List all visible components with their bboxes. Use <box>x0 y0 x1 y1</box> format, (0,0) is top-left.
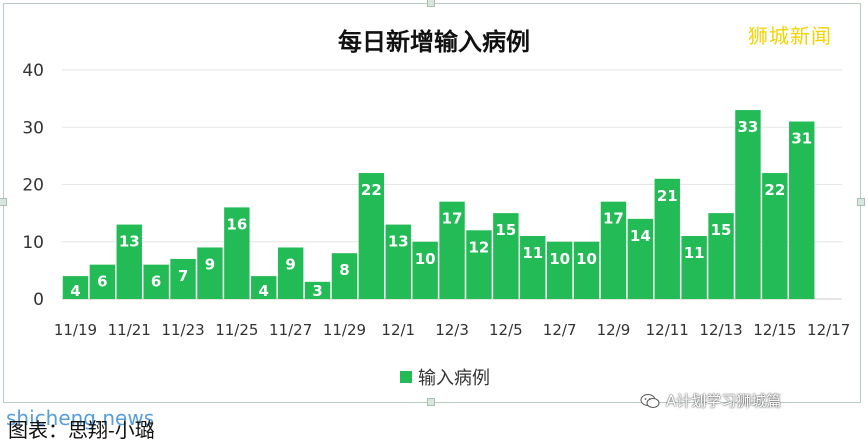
bar <box>681 236 707 299</box>
x-tick-label: 11/21 <box>108 321 151 339</box>
x-tick-label: 12/9 <box>597 321 631 339</box>
data-label: 22 <box>361 181 382 199</box>
bar <box>735 110 761 299</box>
legend-swatch <box>400 371 412 383</box>
x-tick-label: 12/11 <box>646 321 689 339</box>
x-tick-label: 11/25 <box>215 321 258 339</box>
x-tick-label: 12/17 <box>807 321 850 339</box>
data-label: 17 <box>603 210 624 228</box>
bar <box>89 264 116 299</box>
bar <box>251 276 277 299</box>
legend: 输入病例 <box>400 364 490 390</box>
y-tick-label: 0 <box>33 290 44 310</box>
bar <box>573 241 600 299</box>
bar <box>358 173 385 299</box>
bar <box>439 201 465 299</box>
x-tick-label: 12/3 <box>435 321 469 339</box>
chart-caption: 图表：思翔-小璐 <box>8 418 155 442</box>
bar <box>520 236 546 299</box>
bar <box>385 224 411 299</box>
bar <box>762 173 788 299</box>
data-label: 6 <box>97 273 107 291</box>
resize-handle-left[interactable] <box>0 198 7 206</box>
bar <box>224 207 250 299</box>
bar <box>654 178 680 299</box>
bar <box>277 247 304 299</box>
data-label: 12 <box>469 238 490 256</box>
x-tick-label: 12/1 <box>381 321 415 339</box>
data-label: 22 <box>764 181 785 199</box>
bar <box>143 264 169 299</box>
watermark-top: 狮城新闻 <box>748 24 832 48</box>
data-label: 3 <box>312 282 322 300</box>
resize-handle-bottom[interactable] <box>427 398 435 406</box>
bar <box>116 224 142 299</box>
resize-handle-right[interactable] <box>857 198 865 206</box>
resize-handle-top[interactable] <box>427 0 435 7</box>
data-label: 10 <box>549 250 570 268</box>
data-label: 10 <box>576 250 597 268</box>
y-tick-label: 10 <box>22 233 44 253</box>
data-label: 15 <box>711 221 732 239</box>
data-label: 13 <box>119 233 140 251</box>
data-label: 9 <box>205 255 215 273</box>
data-label: 14 <box>630 227 651 245</box>
data-label: 17 <box>442 210 463 228</box>
data-label: 11 <box>684 244 705 262</box>
bar <box>62 276 89 299</box>
x-tick-label: 11/27 <box>269 321 312 339</box>
data-label: 10 <box>415 250 436 268</box>
data-label: 31 <box>791 130 812 148</box>
bar <box>789 121 815 300</box>
y-tick-label: 30 <box>22 118 44 138</box>
data-label: 13 <box>388 233 409 251</box>
data-label: 33 <box>738 118 759 136</box>
y-tick-label: 40 <box>22 61 44 81</box>
bar <box>331 253 358 299</box>
data-label: 7 <box>178 267 188 285</box>
data-label: 21 <box>657 187 678 205</box>
data-label: 4 <box>70 282 80 300</box>
data-label: 16 <box>226 215 247 233</box>
legend-label: 输入病例 <box>418 368 490 389</box>
bar <box>412 241 438 299</box>
watermark-bottom-left: shicheng.news <box>6 406 155 430</box>
x-tick-label: 12/15 <box>753 321 796 339</box>
x-tick-label: 11/23 <box>161 321 204 339</box>
x-tick-label: 12/7 <box>543 321 577 339</box>
bar <box>197 247 223 299</box>
y-tick-label: 20 <box>22 176 44 196</box>
data-label: 15 <box>495 221 516 239</box>
watermark-right-text: A计划学习狮城篇 <box>666 392 782 410</box>
x-tick-label: 11/29 <box>323 321 366 339</box>
bar <box>493 213 519 299</box>
x-tick-label: 12/5 <box>489 321 523 339</box>
data-label: 9 <box>285 255 295 273</box>
chart-title: 每日新增输入病例 <box>338 28 530 56</box>
watermark-bottom-right: A计划学习狮城篇 <box>640 390 781 411</box>
data-label: 8 <box>339 261 349 279</box>
wechat-icon <box>640 393 660 408</box>
data-label: 11 <box>522 244 543 262</box>
bar <box>600 201 627 299</box>
bar <box>546 241 573 299</box>
bar <box>708 213 734 299</box>
x-tick-label: 12/13 <box>699 321 742 339</box>
bar <box>304 281 331 299</box>
data-label: 4 <box>259 282 269 300</box>
bar <box>627 218 654 299</box>
bar <box>170 258 196 299</box>
bar <box>466 230 492 299</box>
x-tick-label: 11/19 <box>54 321 97 339</box>
data-label: 6 <box>151 273 161 291</box>
